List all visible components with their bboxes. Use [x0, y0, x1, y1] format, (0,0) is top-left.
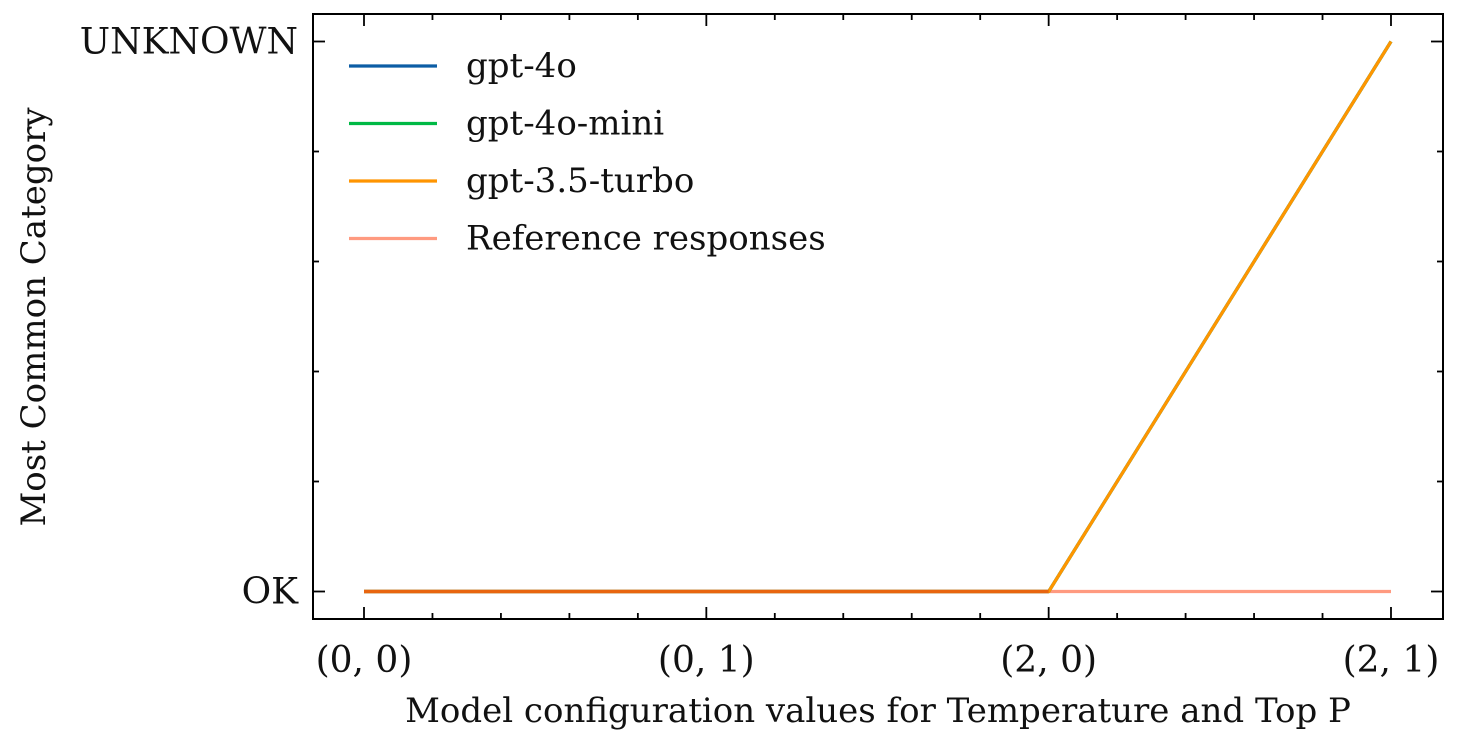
legend-item: gpt-4o — [349, 46, 577, 86]
legend-item: gpt-3.5-turbo — [349, 161, 694, 201]
legend-label: gpt-4o-mini — [466, 104, 664, 144]
x-tick-label: (0, 1) — [658, 640, 755, 681]
ticks-layer — [313, 14, 1443, 619]
x-axis-label: Model configuration values for Temperatu… — [405, 691, 1351, 731]
x-tick-label: (0, 0) — [316, 640, 413, 681]
x-tick-label: (2, 1) — [1343, 640, 1440, 681]
plot-frame — [312, 13, 1444, 620]
y-axis-label: Most Common Category — [14, 107, 54, 527]
x-tick-label: (2, 0) — [1000, 640, 1097, 681]
legend-item: gpt-4o-mini — [349, 104, 664, 144]
legend-label: gpt-4o — [466, 46, 577, 86]
y-tick-label: UNKNOWN — [80, 22, 298, 63]
legend-label: Reference responses — [466, 219, 826, 259]
y-tick-label: OK — [242, 572, 300, 613]
tick-labels-layer: (0, 0) (0, 1) (2, 0) (2, 1) OK UNKNOWN — [80, 22, 1440, 682]
legend: gpt-4o gpt-4o-mini gpt-3.5-turbo Reference … — [349, 46, 826, 259]
legend-label: gpt-3.5-turbo — [466, 161, 694, 201]
legend-item: Reference responses — [349, 219, 826, 259]
series-layer — [364, 40, 1393, 594]
